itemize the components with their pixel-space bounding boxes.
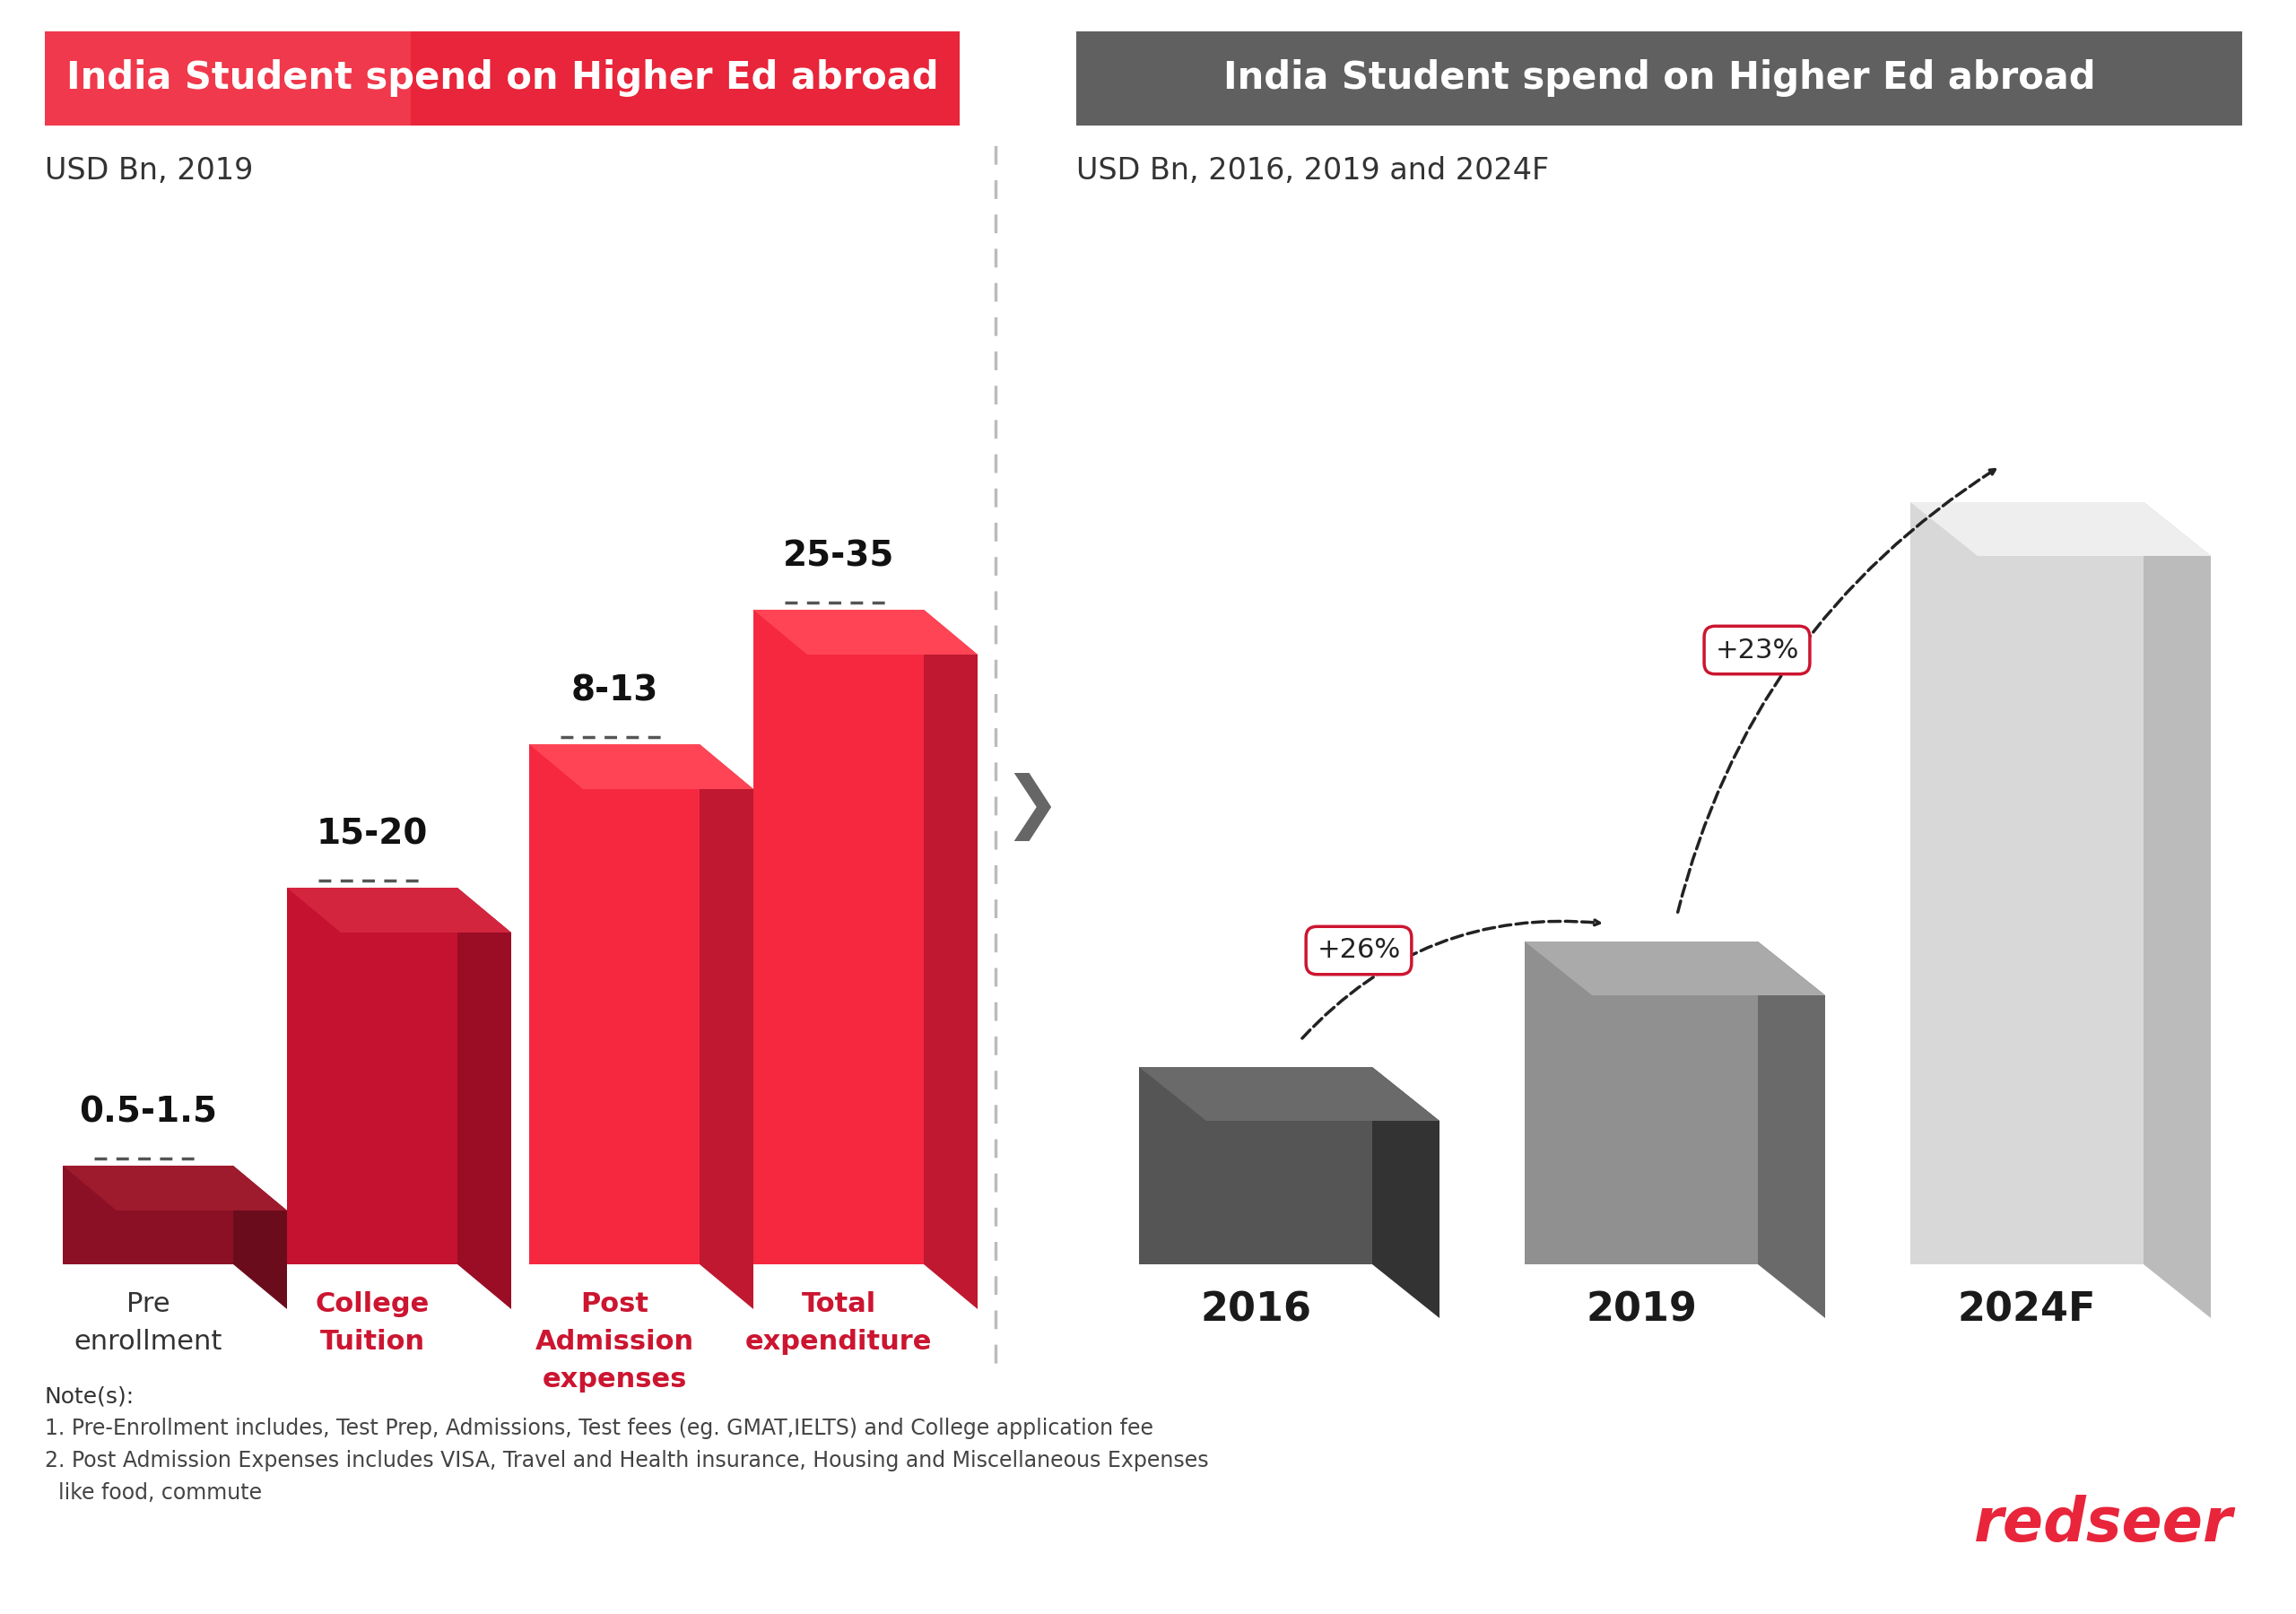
- Polygon shape: [1373, 1067, 1440, 1319]
- Text: +26%: +26%: [1318, 938, 1401, 964]
- Bar: [46, 31, 411, 126]
- Text: Tuition: Tuition: [319, 1328, 425, 1354]
- Polygon shape: [753, 610, 978, 655]
- Text: ❯: ❯: [1003, 773, 1061, 841]
- Text: 2024F: 2024F: [1958, 1291, 2096, 1330]
- Text: Pre: Pre: [126, 1291, 170, 1317]
- Text: 2019: 2019: [1587, 1291, 1697, 1330]
- Text: College: College: [315, 1291, 429, 1317]
- Text: 15-20: 15-20: [317, 817, 427, 851]
- Text: expenses: expenses: [542, 1367, 687, 1393]
- Text: +23%: +23%: [1715, 638, 1798, 663]
- Polygon shape: [1910, 502, 2144, 1264]
- Polygon shape: [1910, 502, 2211, 555]
- Text: like food, commute: like food, commute: [57, 1482, 262, 1504]
- Polygon shape: [1525, 941, 1759, 1264]
- Text: Admission: Admission: [535, 1328, 693, 1354]
- Text: expenditure: expenditure: [746, 1328, 932, 1354]
- Polygon shape: [753, 610, 923, 1264]
- Polygon shape: [1139, 1067, 1373, 1264]
- Polygon shape: [528, 744, 753, 789]
- Bar: [46, 31, 960, 126]
- Polygon shape: [528, 744, 700, 1264]
- Polygon shape: [1525, 941, 1825, 996]
- Text: India Student spend on Higher Ed abroad: India Student spend on Higher Ed abroad: [1224, 60, 2096, 97]
- Polygon shape: [1139, 1067, 1440, 1120]
- Text: 8-13: 8-13: [572, 673, 659, 707]
- Polygon shape: [287, 888, 457, 1264]
- Polygon shape: [62, 1165, 287, 1210]
- Text: 2016: 2016: [1201, 1291, 1311, 1330]
- Polygon shape: [62, 1165, 234, 1264]
- Polygon shape: [457, 888, 512, 1309]
- Text: USD Bn, 2019: USD Bn, 2019: [46, 155, 253, 186]
- Polygon shape: [923, 610, 978, 1309]
- Text: enrollment: enrollment: [73, 1328, 223, 1354]
- Text: 0.5-1.5: 0.5-1.5: [78, 1094, 218, 1128]
- Text: 25-35: 25-35: [783, 539, 895, 573]
- Bar: [1077, 31, 2243, 126]
- Text: India Student spend on Higher Ed abroad: India Student spend on Higher Ed abroad: [67, 60, 939, 97]
- Polygon shape: [700, 744, 753, 1309]
- Text: 1. Pre-Enrollment includes, Test Prep, Admissions, Test fees (eg. GMAT,IELTS) an: 1. Pre-Enrollment includes, Test Prep, A…: [46, 1417, 1153, 1440]
- Text: Total: Total: [801, 1291, 875, 1317]
- Text: USD Bn, 2016, 2019 and 2024F: USD Bn, 2016, 2019 and 2024F: [1077, 155, 1550, 186]
- Text: Post: Post: [581, 1291, 647, 1317]
- Text: Note(s):: Note(s):: [46, 1385, 135, 1407]
- Text: redseer: redseer: [1975, 1495, 2234, 1554]
- Polygon shape: [287, 888, 512, 933]
- Text: 2. Post Admission Expenses includes VISA, Travel and Health insurance, Housing a: 2. Post Admission Expenses includes VISA…: [46, 1449, 1208, 1472]
- Polygon shape: [1759, 941, 1825, 1319]
- Polygon shape: [234, 1165, 287, 1309]
- Polygon shape: [2144, 502, 2211, 1319]
